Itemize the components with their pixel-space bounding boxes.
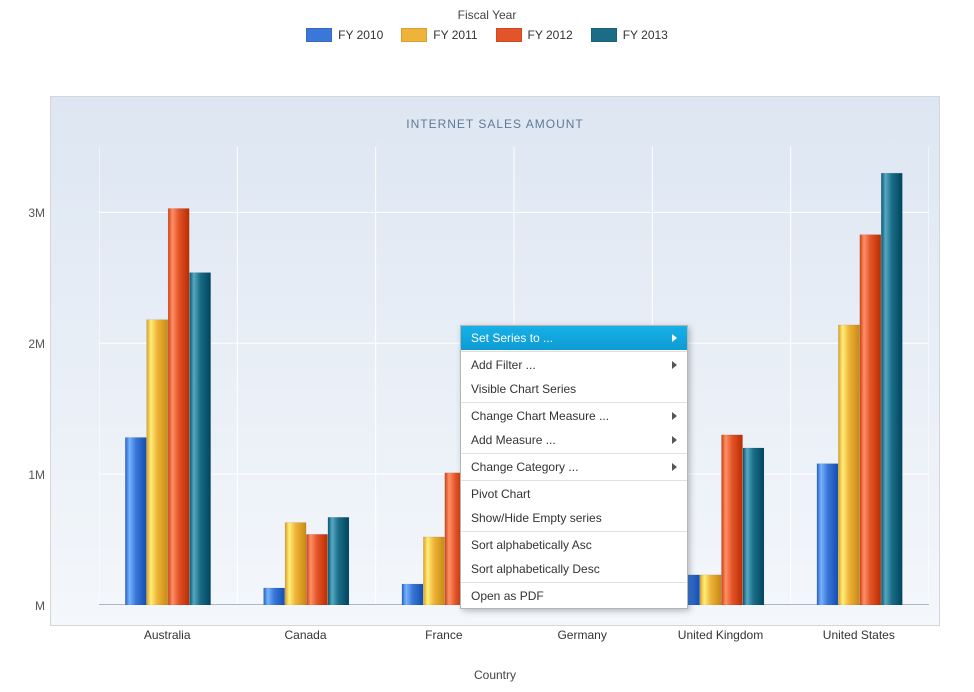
menu-item-label: Change Chart Measure ... bbox=[471, 409, 609, 423]
menu-item[interactable]: Add Filter ... bbox=[461, 353, 687, 377]
bar[interactable] bbox=[402, 584, 423, 605]
menu-item-label: Show/Hide Empty series bbox=[471, 511, 602, 525]
bar[interactable] bbox=[881, 173, 902, 605]
menu-item[interactable]: Visible Chart Series bbox=[461, 377, 687, 401]
legend-item[interactable]: FY 2012 bbox=[496, 28, 573, 42]
x-category-label: United Kingdom bbox=[678, 628, 763, 642]
submenu-arrow-icon bbox=[672, 334, 677, 342]
submenu-arrow-icon bbox=[672, 412, 677, 420]
y-tick-label: 1M bbox=[28, 468, 45, 482]
legend-swatch bbox=[401, 28, 427, 42]
bar[interactable] bbox=[838, 325, 859, 605]
legend-label: FY 2012 bbox=[528, 28, 573, 42]
menu-separator bbox=[461, 480, 687, 481]
menu-item-label: Sort alphabetically Desc bbox=[471, 562, 600, 576]
bar[interactable] bbox=[743, 448, 764, 605]
legend-item[interactable]: FY 2013 bbox=[591, 28, 668, 42]
menu-item-label: Visible Chart Series bbox=[471, 382, 576, 396]
menu-item[interactable]: Add Measure ... bbox=[461, 428, 687, 452]
legend-item[interactable]: FY 2011 bbox=[401, 28, 477, 42]
menu-item[interactable]: Open as PDF bbox=[461, 584, 687, 608]
menu-separator bbox=[461, 582, 687, 583]
bar[interactable] bbox=[285, 523, 306, 605]
menu-item[interactable]: Change Category ... bbox=[461, 455, 687, 479]
bar[interactable] bbox=[722, 435, 743, 605]
submenu-arrow-icon bbox=[672, 463, 677, 471]
x-category-label: France bbox=[425, 628, 462, 642]
legend-swatch bbox=[496, 28, 522, 42]
bar[interactable] bbox=[423, 537, 444, 605]
menu-item-label: Open as PDF bbox=[471, 589, 544, 603]
menu-item-label: Pivot Chart bbox=[471, 487, 530, 501]
bar[interactable] bbox=[168, 209, 189, 605]
bar[interactable] bbox=[147, 320, 168, 605]
menu-separator bbox=[461, 453, 687, 454]
legend: FY 2010 FY 2011 FY 2012 FY 2013 bbox=[0, 28, 974, 42]
menu-item-label: Add Measure ... bbox=[471, 433, 556, 447]
legend-label: FY 2011 bbox=[433, 28, 477, 42]
bar[interactable] bbox=[817, 464, 838, 605]
menu-item-label: Set Series to ... bbox=[471, 331, 553, 345]
bar[interactable] bbox=[307, 534, 328, 605]
legend-title: Fiscal Year bbox=[0, 8, 974, 22]
y-tick-label: 2M bbox=[28, 337, 45, 351]
y-tick-label: 3M bbox=[28, 206, 45, 220]
bar[interactable] bbox=[190, 273, 211, 605]
bar[interactable] bbox=[700, 575, 721, 605]
x-category-label: Germany bbox=[557, 628, 606, 642]
submenu-arrow-icon bbox=[672, 361, 677, 369]
legend-swatch bbox=[591, 28, 617, 42]
bar[interactable] bbox=[125, 438, 146, 605]
menu-item[interactable]: Set Series to ... bbox=[461, 326, 687, 350]
menu-separator bbox=[461, 531, 687, 532]
bar[interactable] bbox=[328, 517, 349, 605]
context-menu[interactable]: Set Series to ... Add Filter ... Visible C… bbox=[460, 325, 688, 609]
menu-separator bbox=[461, 402, 687, 403]
menu-separator bbox=[461, 351, 687, 352]
submenu-arrow-icon bbox=[672, 436, 677, 444]
menu-item[interactable]: Sort alphabetically Desc bbox=[461, 557, 687, 581]
x-category-label: United States bbox=[823, 628, 895, 642]
x-category-label: Australia bbox=[144, 628, 191, 642]
menu-item[interactable]: Change Chart Measure ... bbox=[461, 404, 687, 428]
x-axis-label: Country bbox=[50, 668, 940, 690]
y-tick-label: M bbox=[35, 599, 45, 613]
bar[interactable] bbox=[860, 235, 881, 605]
menu-item-label: Sort alphabetically Asc bbox=[471, 538, 592, 552]
bar[interactable] bbox=[264, 588, 285, 605]
menu-item-label: Add Filter ... bbox=[471, 358, 536, 372]
menu-item-label: Change Category ... bbox=[471, 460, 578, 474]
menu-item[interactable]: Pivot Chart bbox=[461, 482, 687, 506]
legend-item[interactable]: FY 2010 bbox=[306, 28, 383, 42]
legend-swatch bbox=[306, 28, 332, 42]
legend-label: FY 2010 bbox=[338, 28, 383, 42]
menu-item[interactable]: Sort alphabetically Asc bbox=[461, 533, 687, 557]
menu-item[interactable]: Show/Hide Empty series bbox=[461, 506, 687, 530]
x-category-label: Canada bbox=[284, 628, 326, 642]
legend-label: FY 2013 bbox=[623, 28, 668, 42]
chart-title: INTERNET SALES AMOUNT bbox=[51, 117, 939, 131]
